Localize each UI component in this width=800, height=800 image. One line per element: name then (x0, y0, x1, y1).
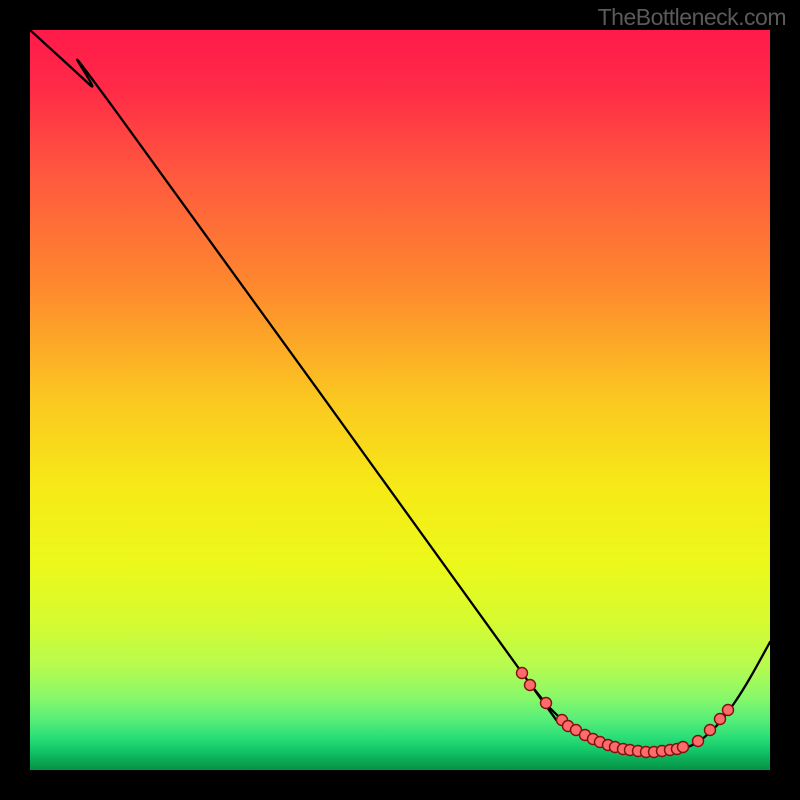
chart-svg (30, 30, 770, 770)
curve-marker (678, 742, 689, 753)
gradient-background (30, 30, 770, 770)
watermark-text: TheBottleneck.com (598, 4, 786, 31)
curve-marker (525, 680, 536, 691)
curve-marker (715, 714, 726, 725)
curve-marker (705, 725, 716, 736)
curve-marker (541, 698, 552, 709)
chart-plot-area (30, 30, 770, 770)
chart-frame: TheBottleneck.com (0, 0, 800, 800)
curve-marker (723, 705, 734, 716)
curve-marker (693, 736, 704, 747)
curve-marker (517, 668, 528, 679)
